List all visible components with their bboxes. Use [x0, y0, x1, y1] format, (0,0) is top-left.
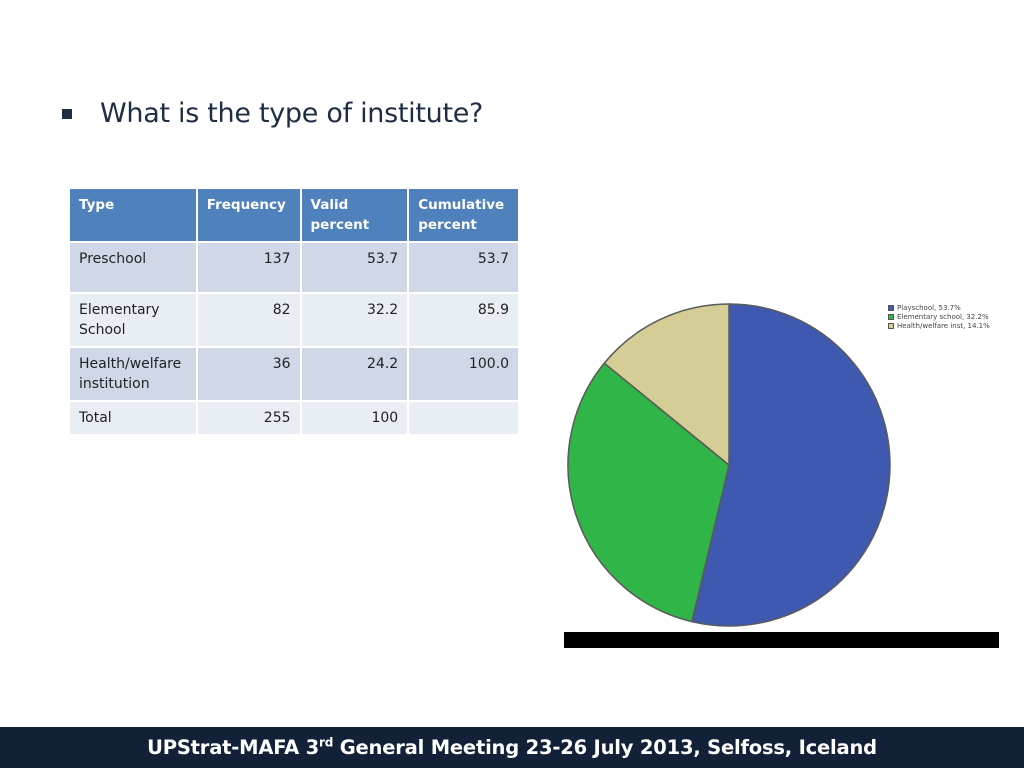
cell-cumulative-percent: [407, 400, 520, 436]
pie-slice: [691, 303, 891, 627]
footer-text-part: UPStrat-MAFA 3: [147, 736, 320, 759]
table-header-row: Type Frequency Valid percent Cumulative …: [68, 187, 520, 243]
header-valid-percent: Valid percent: [299, 187, 410, 243]
pie-slice: [567, 362, 730, 623]
cell-valid-percent: 32.2: [299, 292, 410, 348]
question-text: What is the type of institute?: [100, 98, 484, 129]
cell-valid-percent: 53.7: [299, 241, 410, 294]
cell-cumulative-percent: 53.7: [407, 241, 520, 294]
table-row: Health/welfare institution 36 24.2 100.0: [68, 346, 520, 402]
legend-swatch: [888, 313, 894, 320]
legend-label: Health/welfare inst, 14.1%: [897, 321, 990, 330]
table-row: Preschool 137 53.7 53.7: [68, 241, 520, 294]
legend-item: Health/welfare inst, 14.1%: [888, 321, 990, 330]
legend-swatch: [888, 304, 894, 311]
legend-label: Playschool, 53.7%: [897, 303, 961, 312]
cell-frequency: 255: [195, 400, 302, 436]
black-bar: [564, 632, 999, 648]
legend-item: Elementary school, 32.2%: [888, 312, 990, 321]
legend-item: Playschool, 53.7%: [888, 303, 990, 312]
footer-superscript: rd: [319, 735, 334, 750]
cell-type: Elementary School: [68, 292, 198, 348]
table-row: Total 255 100: [68, 400, 520, 436]
footer-bar: UPStrat-MAFA 3rd General Meeting 23-26 J…: [0, 727, 1024, 768]
cell-frequency: 82: [195, 292, 302, 348]
cell-valid-percent: 100: [299, 400, 410, 436]
cell-frequency: 36: [195, 346, 302, 402]
table-row: Elementary School 82 32.2 85.9: [68, 292, 520, 348]
header-type: Type: [68, 187, 198, 243]
square-bullet-icon: [62, 108, 72, 119]
header-cumulative-percent: Cumulative percent: [407, 187, 520, 243]
cell-cumulative-percent: 85.9: [407, 292, 520, 348]
pie-slice: [603, 303, 730, 467]
chart-legend: Playschool, 53.7% Elementary school, 32.2…: [888, 303, 990, 330]
legend-label: Elementary school, 32.2%: [897, 312, 989, 321]
cell-valid-percent: 24.2: [299, 346, 410, 402]
pie-chart-svg: [567, 303, 891, 627]
cell-type: Preschool: [68, 241, 198, 294]
bullet-point: What is the type of institute?: [62, 98, 483, 129]
cell-frequency: 137: [195, 241, 302, 294]
legend-swatch: [888, 322, 894, 329]
cell-type: Health/welfare institution: [68, 346, 198, 402]
header-frequency: Frequency: [195, 187, 302, 243]
footer-text-part: General Meeting 23-26 July 2013, Selfoss…: [333, 736, 877, 759]
cell-cumulative-percent: 100.0: [407, 346, 520, 402]
frequency-table: Type Frequency Valid percent Cumulative …: [68, 187, 520, 436]
footer-text: UPStrat-MAFA 3rd General Meeting 23-26 J…: [147, 736, 877, 759]
pie-chart: [560, 298, 900, 633]
cell-type: Total: [68, 400, 198, 436]
